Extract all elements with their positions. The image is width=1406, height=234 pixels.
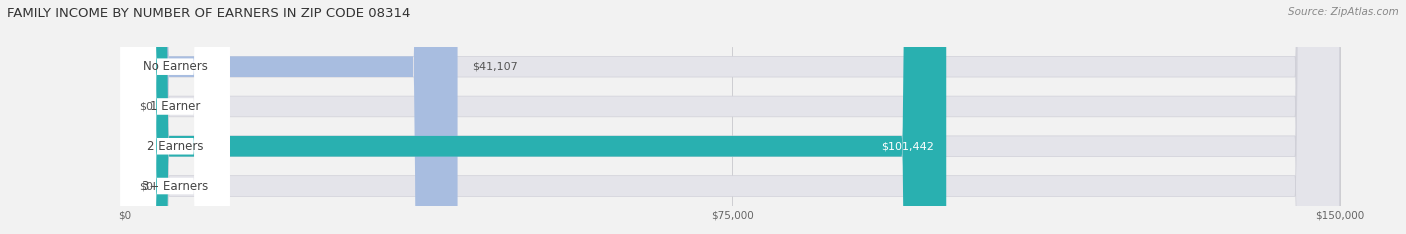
FancyBboxPatch shape — [121, 0, 231, 234]
Text: FAMILY INCOME BY NUMBER OF EARNERS IN ZIP CODE 08314: FAMILY INCOME BY NUMBER OF EARNERS IN ZI… — [7, 7, 411, 20]
FancyBboxPatch shape — [121, 0, 231, 234]
FancyBboxPatch shape — [125, 0, 1340, 234]
Text: 2 Earners: 2 Earners — [148, 140, 204, 153]
FancyBboxPatch shape — [125, 0, 457, 234]
Text: Source: ZipAtlas.com: Source: ZipAtlas.com — [1288, 7, 1399, 17]
FancyBboxPatch shape — [125, 0, 1340, 234]
FancyBboxPatch shape — [121, 0, 231, 234]
Text: $41,107: $41,107 — [472, 62, 517, 72]
FancyBboxPatch shape — [125, 0, 1340, 234]
Text: No Earners: No Earners — [143, 60, 208, 73]
FancyBboxPatch shape — [121, 0, 231, 234]
FancyBboxPatch shape — [125, 0, 946, 234]
Text: $101,442: $101,442 — [882, 141, 934, 151]
Text: $0: $0 — [139, 102, 153, 111]
FancyBboxPatch shape — [125, 0, 1340, 234]
Text: $0: $0 — [139, 181, 153, 191]
Text: 1 Earner: 1 Earner — [150, 100, 201, 113]
Text: 3+ Earners: 3+ Earners — [142, 179, 208, 193]
